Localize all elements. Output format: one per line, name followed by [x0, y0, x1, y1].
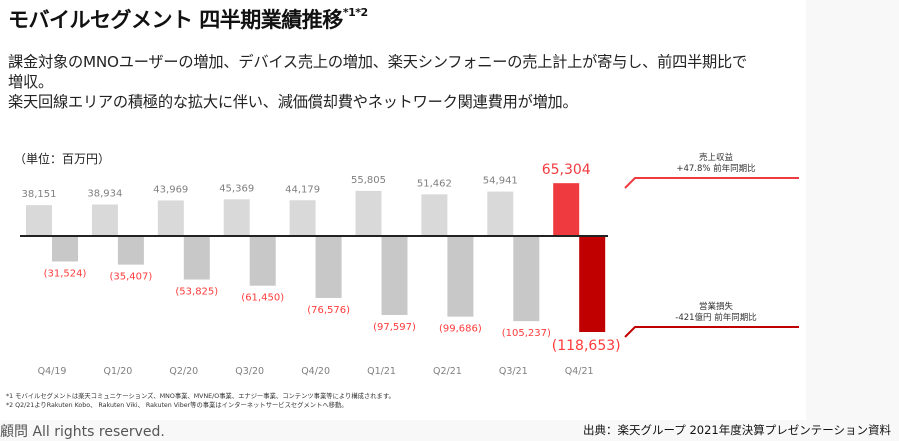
category-tick-label: Q4/20: [301, 366, 330, 377]
loss-annotation-line: [624, 326, 799, 338]
loss-bar: [315, 236, 342, 298]
loss-bar: [52, 236, 78, 262]
bars-group: [26, 183, 606, 332]
slide-title: モバイルセグメント 四半期業績推移*1*2: [8, 4, 368, 34]
annotation-text: +47.8% 前年同期比: [676, 163, 755, 174]
description-line: 楽天回線エリアの積極的な拡大に伴い、減価償却費やネットワーク関連費用が増加。: [8, 93, 578, 111]
revenue-bar: [289, 200, 316, 236]
category-tick-label: Q2/20: [169, 366, 198, 377]
revenue-data-label: 38,151: [22, 189, 57, 200]
loss-data-label: (61,450): [241, 293, 284, 304]
annotation-text: -421億円 前年同期比: [675, 312, 757, 323]
loss-data-label: (97,597): [373, 322, 416, 333]
annotation-title: 売上収益: [699, 152, 734, 163]
revenue-data-label: 55,805: [351, 175, 386, 186]
revenue-bar: [487, 191, 514, 236]
loss-bar: [447, 236, 474, 317]
revenue-bar: [157, 200, 184, 236]
footnotes: *1 モバイルセグメントは楽天コミュニケーションズ、MNO事業、MVNE/O事業…: [6, 392, 395, 410]
annotation-title: 営業損失: [699, 301, 734, 312]
revenue-data-label: 51,462: [417, 178, 452, 189]
description: 課金対象のMNOユーザーの増加、デバイス売上の増加、楽天シンフォニーの売上計上が…: [8, 52, 798, 112]
category-tick-label: Q4/21: [565, 366, 594, 377]
revenue-bar: [355, 190, 382, 236]
revenue-bar: [223, 199, 250, 236]
loss-bar: [249, 236, 276, 286]
description-line: 課金対象のMNOユーザーの増加、デバイス売上の増加、楽天シンフォニーの売上計上が…: [8, 53, 748, 71]
loss-data-label: (53,825): [175, 287, 218, 298]
copyright-text: 顧問 All rights reserved.: [0, 424, 165, 440]
loss-data-label: (99,686): [439, 324, 482, 335]
revenue-data-label: 38,934: [87, 188, 122, 199]
loss-data-label: (31,524): [44, 269, 87, 280]
revenue-bar: [421, 194, 448, 236]
loss-data-label: (35,407): [110, 272, 153, 283]
revenue-data-label: 44,179: [285, 184, 320, 195]
category-tick-label: Q3/20: [235, 366, 264, 377]
revenue-bar: [553, 183, 580, 236]
chart: 38,151 (31,524) Q4/19 38,934 (35,407) Q1/20 43…: [20, 152, 799, 377]
category-tick-label: Q4/19: [38, 366, 67, 377]
footnote-2: *2 Q2/21よりRakuten Kobo、 Rakuten Viki、 Ra…: [6, 402, 348, 409]
category-tick-label: Q3/21: [499, 366, 528, 377]
loss-bar: [513, 236, 540, 322]
loss-bar: [117, 236, 144, 265]
loss-bar: [183, 236, 210, 280]
loss-bar: [579, 236, 606, 332]
slide: モバイルセグメント 四半期業績推移*1*2 課金対象のMNOユーザーの増加、デバ…: [6, 4, 799, 410]
loss-data-label: (105,237): [502, 328, 551, 339]
loss-bar: [381, 236, 408, 315]
revenue-annotation-line: [624, 177, 799, 189]
source-citation: 出典：楽天グループ 2021年度決算プレゼンテーション資料: [583, 423, 891, 437]
unit-label: （単位：百万円）: [14, 152, 111, 166]
description-line: 増収。: [8, 73, 53, 91]
loss-data-label: (118,653): [552, 338, 621, 354]
revenue-data-label: 45,369: [219, 183, 254, 194]
loss-data-label: (76,576): [307, 305, 350, 316]
footnote-1: *1 モバイルセグメントは楽天コミュニケーションズ、MNO事業、MVNE/O事業…: [6, 393, 395, 400]
revenue-bar: [26, 205, 52, 236]
revenue-bar: [91, 204, 118, 236]
category-tick-label: Q1/21: [367, 366, 396, 377]
revenue-data-label: 65,304: [542, 162, 591, 178]
revenue-data-label: 43,969: [153, 184, 188, 195]
category-tick-label: Q1/20: [103, 366, 132, 377]
category-tick-label: Q2/21: [433, 366, 462, 377]
revenue-data-label: 54,941: [483, 176, 518, 187]
labels-group: 38,151 (31,524) Q4/19 38,934 (35,407) Q1/20 43…: [22, 162, 621, 377]
title-footnote-marker: *1*2: [342, 6, 368, 19]
title-text: モバイルセグメント 四半期業績推移: [8, 8, 343, 32]
